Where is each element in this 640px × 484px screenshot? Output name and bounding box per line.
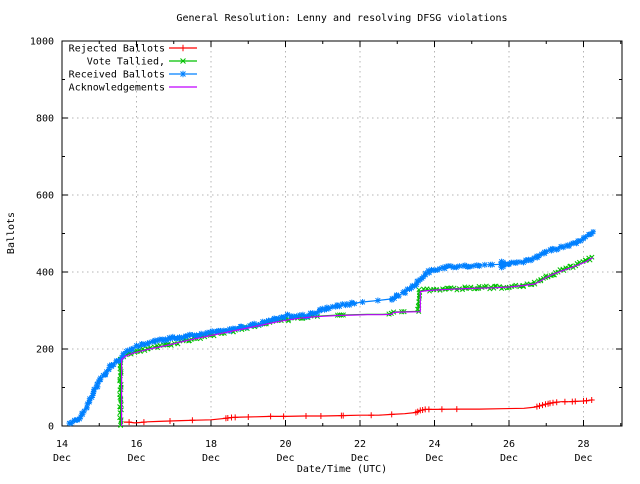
x-tick-label-day: 20 <box>279 439 291 450</box>
legend-entry-received-ballots: Received Ballots <box>69 70 197 81</box>
x-tick-label-month: Dec <box>351 453 369 464</box>
x-tick-label-day: 28 <box>577 439 589 450</box>
x-tick-label-day: 22 <box>354 439 366 450</box>
series-rejected-ballots-line <box>123 399 593 424</box>
legend-entry-vote-tallied: Vote Tallied, <box>87 57 197 68</box>
chart-title: General Resolution: Lenny and resolving … <box>176 13 507 24</box>
x-tick-label-month: Dec <box>127 453 145 464</box>
series-rejected-ballots-markers <box>126 397 595 426</box>
legend-entry-rejected-ballots: Rejected Ballots <box>69 44 197 55</box>
legend-label: Received Ballots <box>69 70 165 81</box>
x-tick-label-day: 14 <box>56 439 68 450</box>
axis-ticks <box>61 40 622 427</box>
y-tick-label: 400 <box>36 268 54 279</box>
y-tick-label: 1000 <box>30 37 54 48</box>
y-axis-label: Ballots <box>6 212 17 254</box>
x-tick-label-month: Dec <box>276 453 294 464</box>
legend-marker-cross-icon <box>180 58 186 64</box>
series-acknowledgements-line <box>121 257 594 426</box>
axis-tick-labels: 14 Dec 16 Dec 18 Dec 20 Dec 22 Dec 24 Dec 26 Dec 28 Dec… <box>30 37 593 465</box>
series-vote-tallied-line <box>119 256 594 426</box>
data-series <box>66 229 596 428</box>
gridlines <box>62 41 622 426</box>
legend-label: Vote Tallied, <box>87 57 165 68</box>
legend: Rejected Ballots Vote Tallied, Received Ba… <box>69 44 197 94</box>
x-tick-label-month: Dec <box>574 453 592 464</box>
plot-border <box>61 40 623 427</box>
legend-marker-plus-icon <box>179 44 187 52</box>
x-tick-label-day: 18 <box>205 439 217 450</box>
x-tick-label-day: 24 <box>428 439 440 450</box>
y-tick-label: 200 <box>36 345 54 356</box>
x-tick-label-month: Dec <box>500 453 518 464</box>
legend-entry-acknowledgements: Acknowledgements <box>69 83 197 94</box>
x-tick-label-month: Dec <box>53 453 71 464</box>
series-vote-tallied-markers <box>117 254 595 428</box>
legend-label: Acknowledgements <box>69 83 165 94</box>
y-tick-label: 800 <box>36 114 54 125</box>
x-tick-label-month: Dec <box>425 453 443 464</box>
legend-label: Rejected Ballots <box>69 44 165 55</box>
x-tick-label-day: 26 <box>503 439 515 450</box>
x-tick-label-day: 16 <box>130 439 142 450</box>
x-tick-label-month: Dec <box>202 453 220 464</box>
legend-marker-asterisk-icon <box>179 70 187 78</box>
x-axis-label: Date/Time (UTC) <box>297 464 387 475</box>
series-received-ballots-markers <box>66 229 596 427</box>
y-tick-label: 600 <box>36 191 54 202</box>
y-tick-label: 0 <box>48 422 54 433</box>
